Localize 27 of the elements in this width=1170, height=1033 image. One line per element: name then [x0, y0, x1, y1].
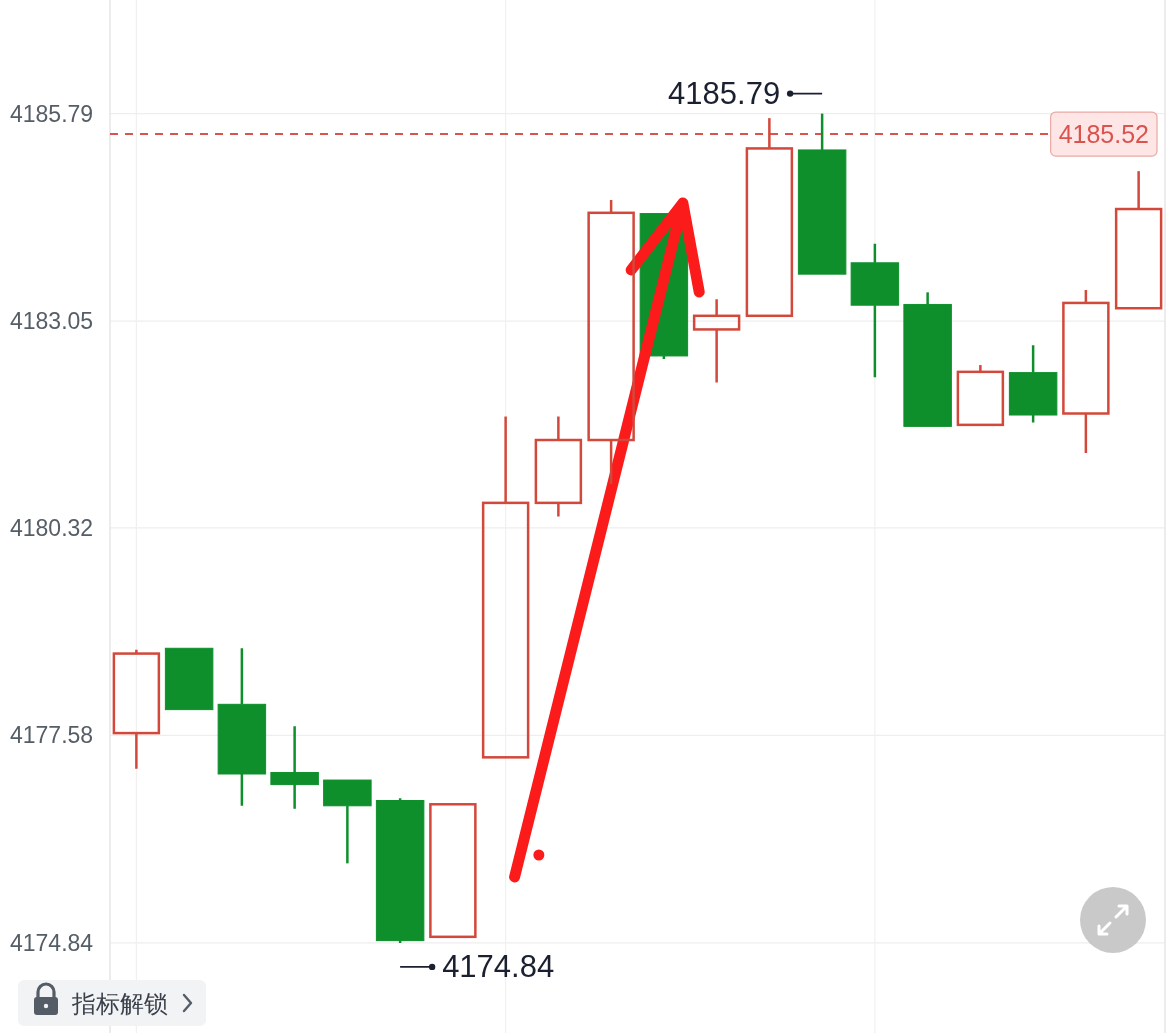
y-tick-label: 4177.58 [10, 722, 94, 749]
candlestick [429, 803, 477, 939]
y-tick-label: 4180.32 [10, 514, 94, 541]
candlestick [270, 725, 319, 811]
candlestick [745, 116, 794, 318]
annotation: 指标解锁 [71, 989, 168, 1017]
candlestick [1008, 344, 1058, 424]
candlestick [903, 291, 952, 427]
candlestick [850, 242, 900, 379]
y-tick-label: 4185.79 [10, 100, 94, 127]
candlestick [534, 415, 583, 518]
candlestick [217, 647, 267, 808]
candlestick [1114, 169, 1163, 310]
ref-line-label: 4185.52 [1058, 120, 1149, 149]
candlestick [797, 112, 847, 275]
annotation: 4174.84 [442, 949, 555, 985]
candlestick [956, 363, 1005, 427]
candlestick [587, 198, 635, 486]
candlestick [164, 647, 214, 711]
y-tick-label: 4183.05 [10, 308, 94, 335]
candlestick [692, 297, 741, 384]
candlestick [323, 779, 372, 865]
candlestick [112, 648, 161, 770]
y-tick-label: 4174.84 [10, 929, 94, 956]
annotation: 4185.79 [668, 76, 781, 112]
candlestick [1062, 288, 1110, 455]
candlestick [481, 415, 530, 759]
